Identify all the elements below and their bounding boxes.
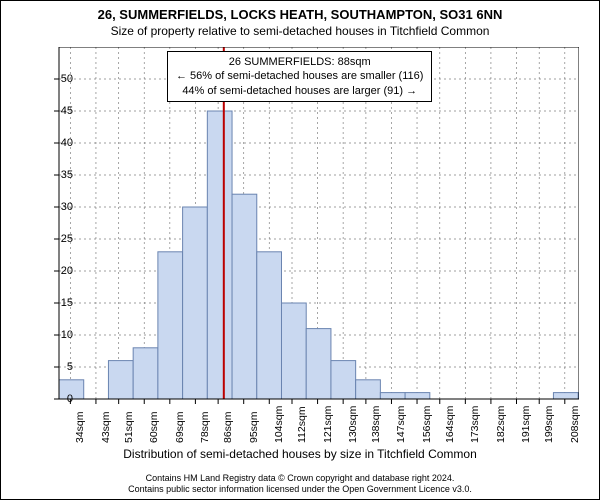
plot-area: 26 SUMMERFIELDS: 88sqm ← 56% of semi-det… <box>59 47 579 399</box>
x-tick-label: 34sqm <box>74 411 86 443</box>
x-tick-label: 121sqm <box>322 406 334 443</box>
x-tick-label: 104sqm <box>273 406 285 443</box>
x-tick-label: 112sqm <box>296 406 308 443</box>
y-tick-label: 45 <box>43 105 73 117</box>
y-tick-label: 35 <box>43 169 73 181</box>
y-tick-label: 40 <box>43 137 73 149</box>
footer-line-2: Contains public sector information licen… <box>1 484 599 495</box>
x-tick-label: 78sqm <box>199 411 211 443</box>
chart-container: 26, SUMMERFIELDS, LOCKS HEATH, SOUTHAMPT… <box>0 0 600 500</box>
y-tick-label: 50 <box>43 73 73 85</box>
x-tick-label: 173sqm <box>469 406 481 443</box>
y-tick-label: 0 <box>43 393 73 405</box>
x-tick-label: 156sqm <box>421 406 433 443</box>
x-axis-label: Distribution of semi-detached houses by … <box>1 447 599 461</box>
y-tick-label: 20 <box>43 265 73 277</box>
legend-box: 26 SUMMERFIELDS: 88sqm ← 56% of semi-det… <box>167 51 432 102</box>
x-tick-label: 60sqm <box>148 411 160 443</box>
title-line-2: Size of property relative to semi-detach… <box>1 24 599 38</box>
x-tick-label: 164sqm <box>444 406 456 443</box>
x-tick-label: 69sqm <box>174 411 186 443</box>
x-tick-label: 208sqm <box>569 406 581 443</box>
footer-line-1: Contains HM Land Registry data © Crown c… <box>1 473 599 484</box>
x-tick-label: 182sqm <box>495 406 507 443</box>
legend-line-3: 44% of semi-detached houses are larger (… <box>176 84 423 98</box>
title-line-1: 26, SUMMERFIELDS, LOCKS HEATH, SOUTHAMPT… <box>1 7 599 22</box>
x-tick-label: 147sqm <box>395 406 407 443</box>
y-tick-label: 10 <box>43 329 73 341</box>
x-tick-label: 191sqm <box>520 406 532 443</box>
legend-line-1: 26 SUMMERFIELDS: 88sqm <box>176 55 423 69</box>
y-tick-label: 5 <box>43 361 73 373</box>
x-tick-label: 86sqm <box>222 411 234 443</box>
x-tick-label: 138sqm <box>370 406 382 443</box>
y-tick-label: 25 <box>43 233 73 245</box>
y-tick-label: 15 <box>43 297 73 309</box>
chart-titles: 26, SUMMERFIELDS, LOCKS HEATH, SOUTHAMPT… <box>1 7 599 38</box>
x-tick-label: 51sqm <box>123 411 135 443</box>
x-tick-label: 130sqm <box>347 406 359 443</box>
y-tick-label: 30 <box>43 201 73 213</box>
x-tick-label: 199sqm <box>543 406 555 443</box>
x-tick-label: 43sqm <box>100 411 112 443</box>
footer: Contains HM Land Registry data © Crown c… <box>1 473 599 496</box>
x-tick-label: 95sqm <box>248 411 260 443</box>
legend-line-2: ← 56% of semi-detached houses are smalle… <box>176 69 423 83</box>
